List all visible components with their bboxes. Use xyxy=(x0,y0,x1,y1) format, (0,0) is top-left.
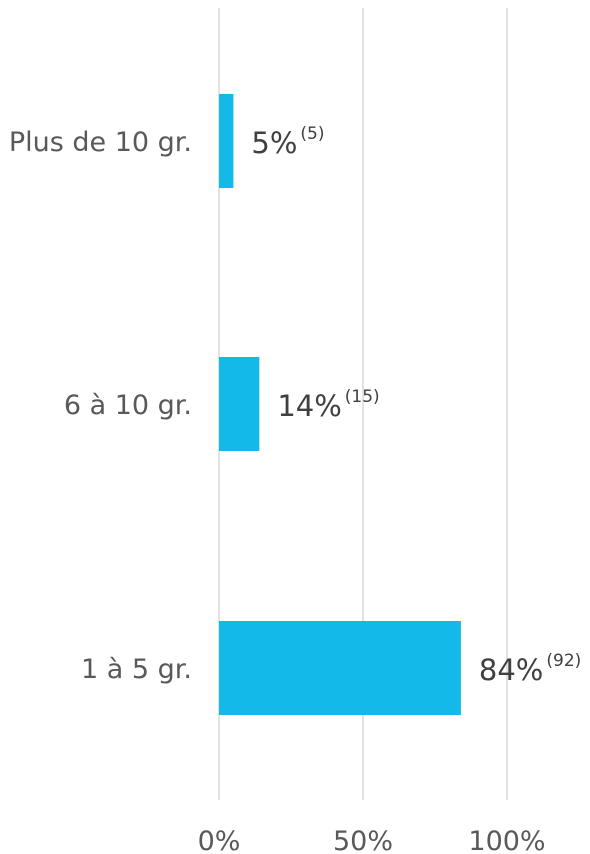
category-labels: Plus de 10 gr. 6 à 10 gr. 1 à 5 gr. xyxy=(9,127,192,685)
category-label: 6 à 10 gr. xyxy=(64,390,192,421)
data-label: 5% xyxy=(251,126,297,160)
count-label: (15) xyxy=(345,387,380,407)
value-labels: 5% (5) 14% (15) 84% (92) xyxy=(251,124,581,687)
x-tick-label: 100% xyxy=(468,826,545,854)
category-label: Plus de 10 gr. xyxy=(9,127,192,158)
bars xyxy=(219,94,461,715)
bar xyxy=(219,621,461,715)
data-label: 14% xyxy=(277,389,341,423)
x-tick-label: 50% xyxy=(333,826,393,854)
x-tick-label: 0% xyxy=(198,826,241,854)
count-label: (5) xyxy=(300,124,324,144)
data-label: 84% xyxy=(479,653,543,687)
count-label: (92) xyxy=(546,651,581,671)
x-axis-tick-labels: 0% 50% 100% xyxy=(198,826,546,854)
bar xyxy=(219,94,234,188)
bar xyxy=(219,357,260,451)
category-label: 1 à 5 gr. xyxy=(81,654,192,685)
